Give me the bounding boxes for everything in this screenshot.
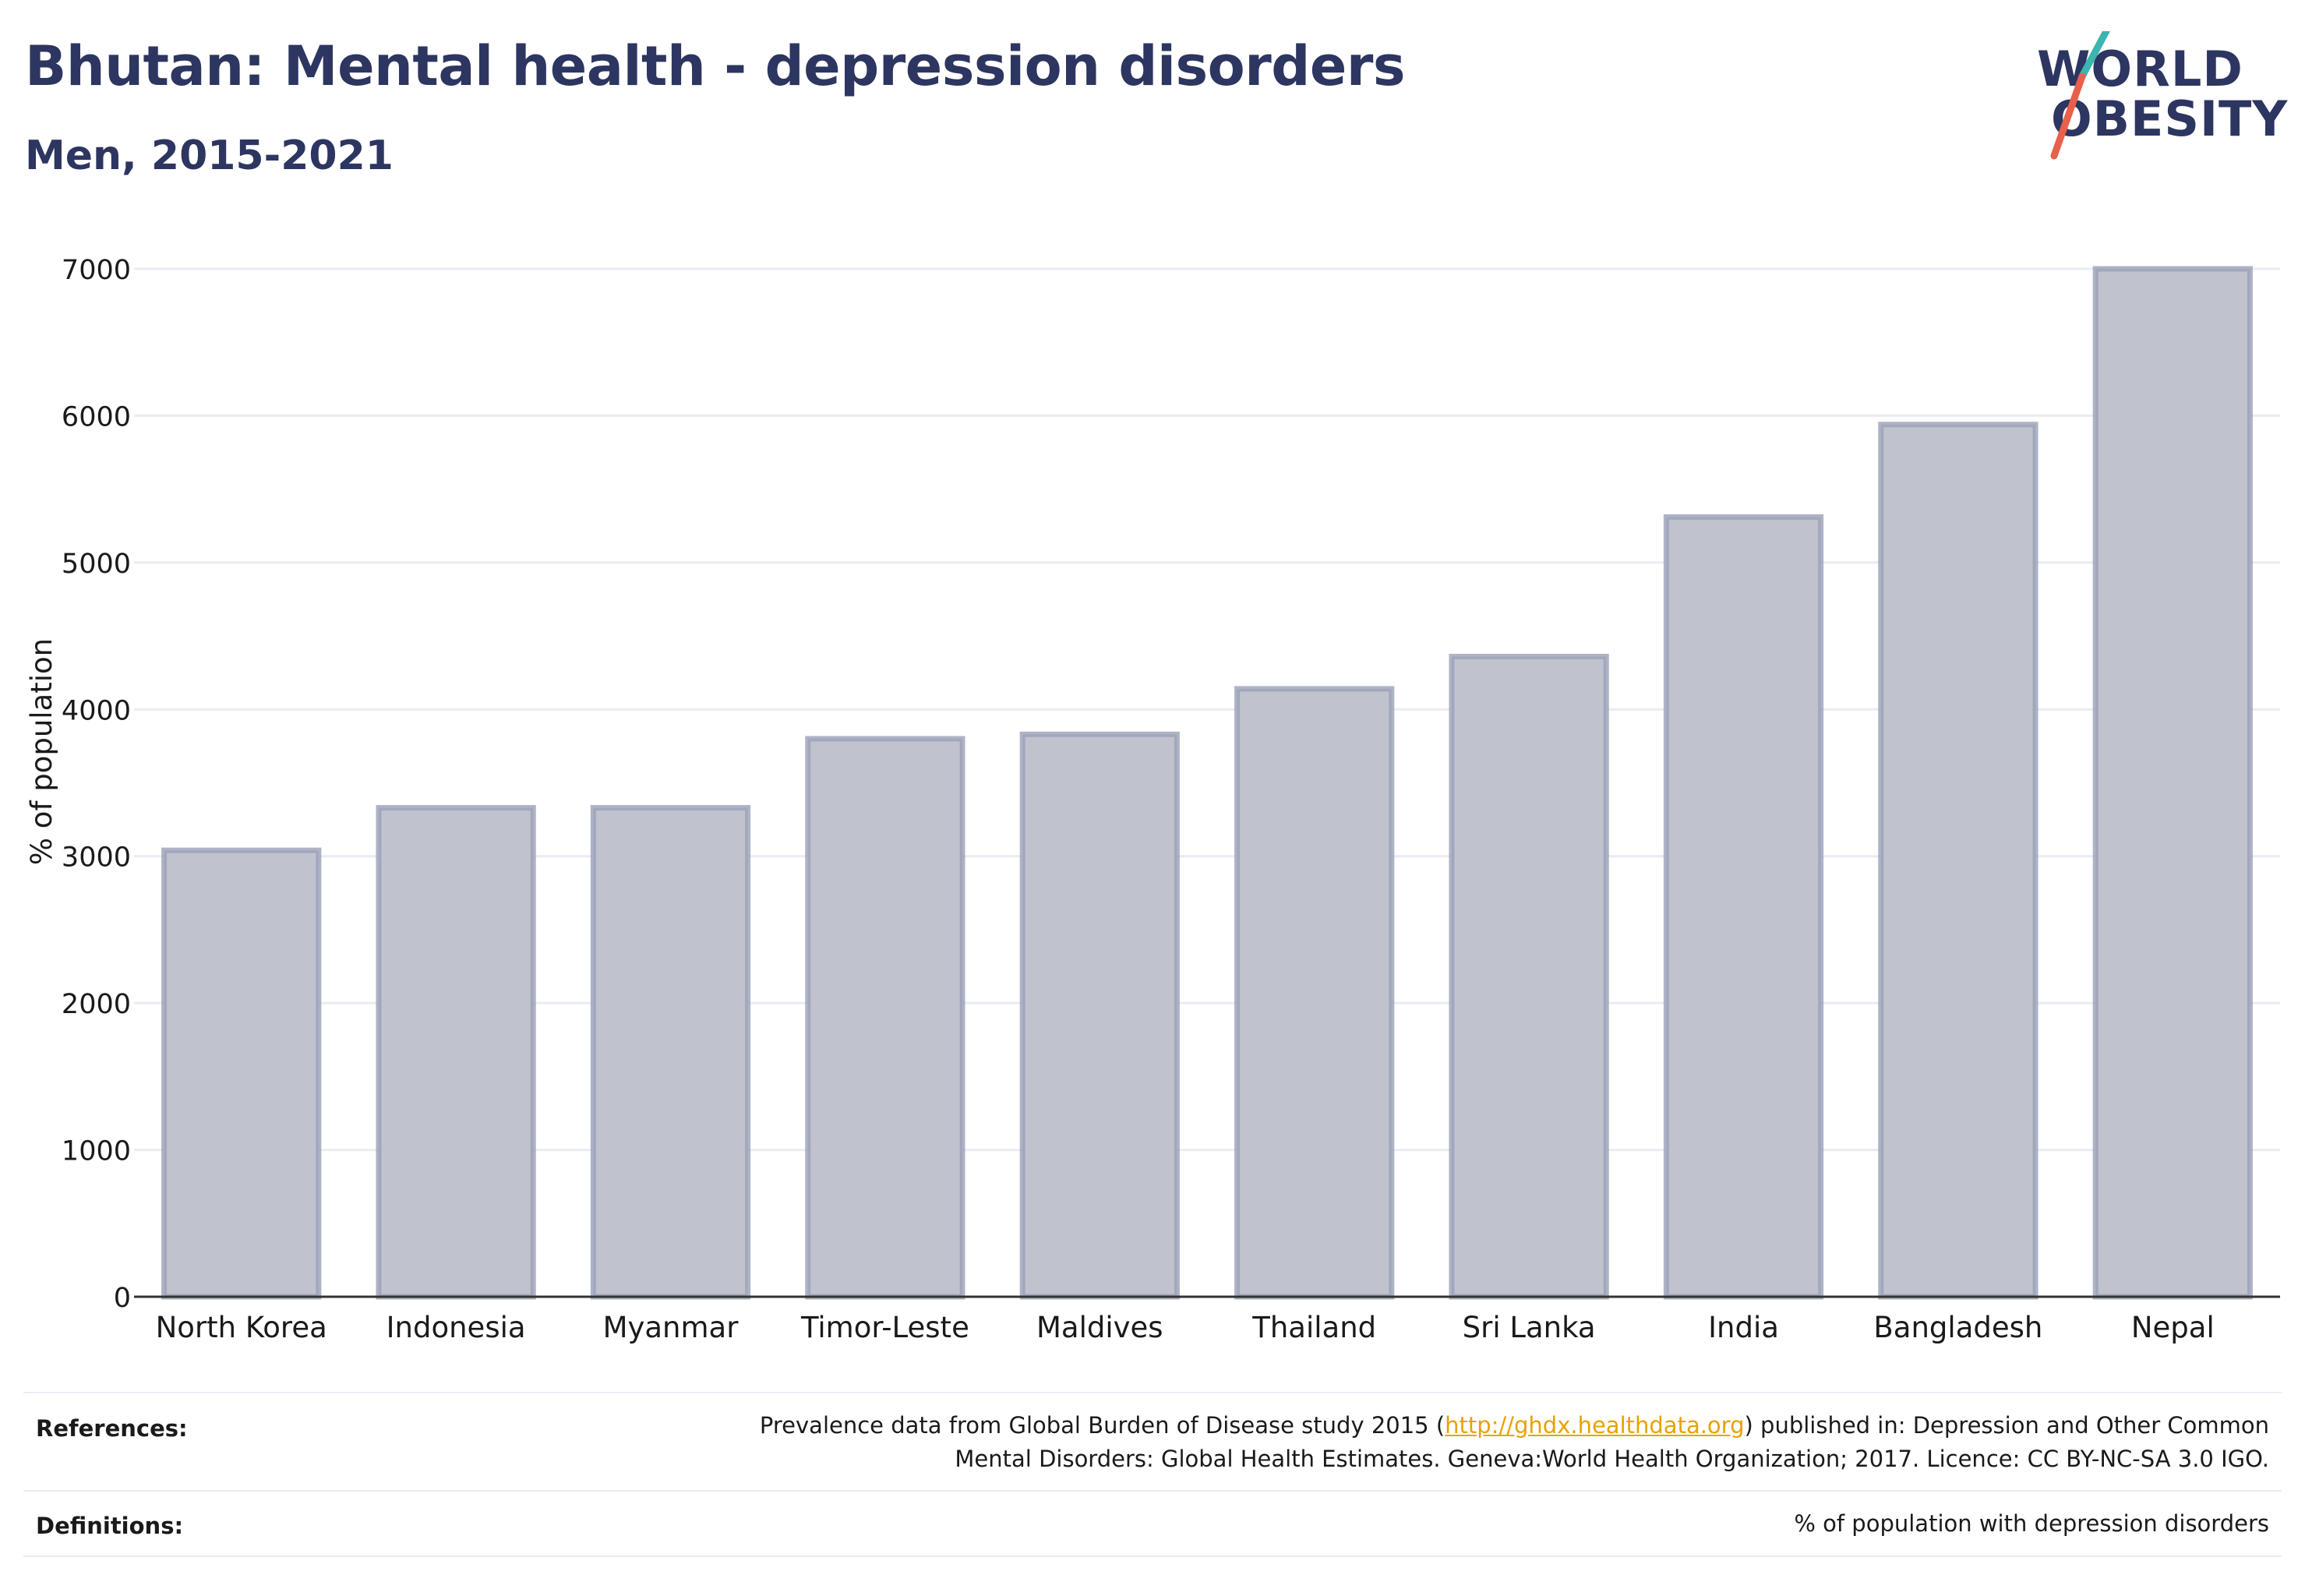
x-tick-label: India (1708, 1311, 1779, 1344)
y-tick-label: 6000 (62, 401, 131, 433)
bar-indonesia (376, 805, 536, 1300)
y-axis-label: % of population (25, 638, 58, 865)
definitions-text: % of population with depression disorder… (1794, 1510, 2269, 1537)
y-tick-label: 2000 (62, 989, 131, 1020)
x-tick-label: Bangladesh (1873, 1311, 2042, 1344)
bar-nepal (2092, 266, 2253, 1300)
y-tick-label: 5000 (62, 549, 131, 580)
x-tick-label: Sri Lanka (1463, 1311, 1596, 1344)
x-tick-label: Indonesia (387, 1311, 526, 1344)
x-tick-label: Nepal (2131, 1311, 2215, 1344)
bar-thailand (1234, 686, 1395, 1300)
logo-slash-icon (2050, 31, 2110, 160)
bar-timor-leste (805, 736, 965, 1300)
references-label: References: (36, 1415, 188, 1442)
bar-chart: 0 1000 2000 3000 4000 5000 6000 7000 North Korea… (25, 255, 2280, 1344)
references-line1-post: ) published in: Depression and Other Com… (1744, 1412, 2270, 1439)
y-tick-label: 1000 (62, 1136, 131, 1167)
bar-north-korea (161, 847, 322, 1300)
chart-subtitle: Men, 2015-2021 (25, 132, 394, 179)
x-tick-label: Myanmar (603, 1311, 740, 1344)
references-link[interactable]: http://ghdx.healthdata.org (1445, 1412, 1745, 1439)
chart-title: Bhutan: Mental health - depression disor… (25, 34, 1406, 98)
bars (161, 266, 2253, 1300)
footer-divider-middle (23, 1490, 2282, 1492)
bar-sri-lanka (1449, 653, 1609, 1300)
bar-bangladesh (1878, 422, 2038, 1300)
references-line2: Mental Disorders: Global Health Estimate… (955, 1446, 2269, 1472)
y-tick-label: 7000 (62, 255, 131, 286)
y-tick-label: 3000 (62, 842, 131, 874)
references-text: Prevalence data from Global Burden of Di… (760, 1409, 2269, 1476)
footer-divider-top (23, 1392, 2282, 1393)
logo-word-obesity: OBESITY (2051, 90, 2289, 147)
bar-maldives (1019, 731, 1180, 1300)
footer-divider-bottom (23, 1555, 2282, 1557)
y-tick-label: 0 (114, 1283, 131, 1314)
x-tick-label: Thailand (1251, 1311, 1376, 1344)
bar-myanmar (590, 805, 751, 1300)
references-line1-pre: Prevalence data from Global Burden of Di… (759, 1412, 1445, 1439)
x-tick-label: Maldives (1036, 1311, 1163, 1344)
x-tick-label: Timor-Leste (800, 1311, 969, 1344)
definitions-label: Definitions: (36, 1513, 184, 1539)
world-obesity-logo: WORLD OBESITY (2026, 31, 2291, 171)
bar-india (1663, 514, 1824, 1300)
x-tick-label: North Korea (156, 1311, 327, 1344)
y-tick-label: 4000 (62, 695, 131, 726)
logo-word-world: WORLD (2037, 41, 2243, 97)
tick-labels: 0 1000 2000 3000 4000 5000 6000 7000 North Korea… (62, 255, 2215, 1344)
